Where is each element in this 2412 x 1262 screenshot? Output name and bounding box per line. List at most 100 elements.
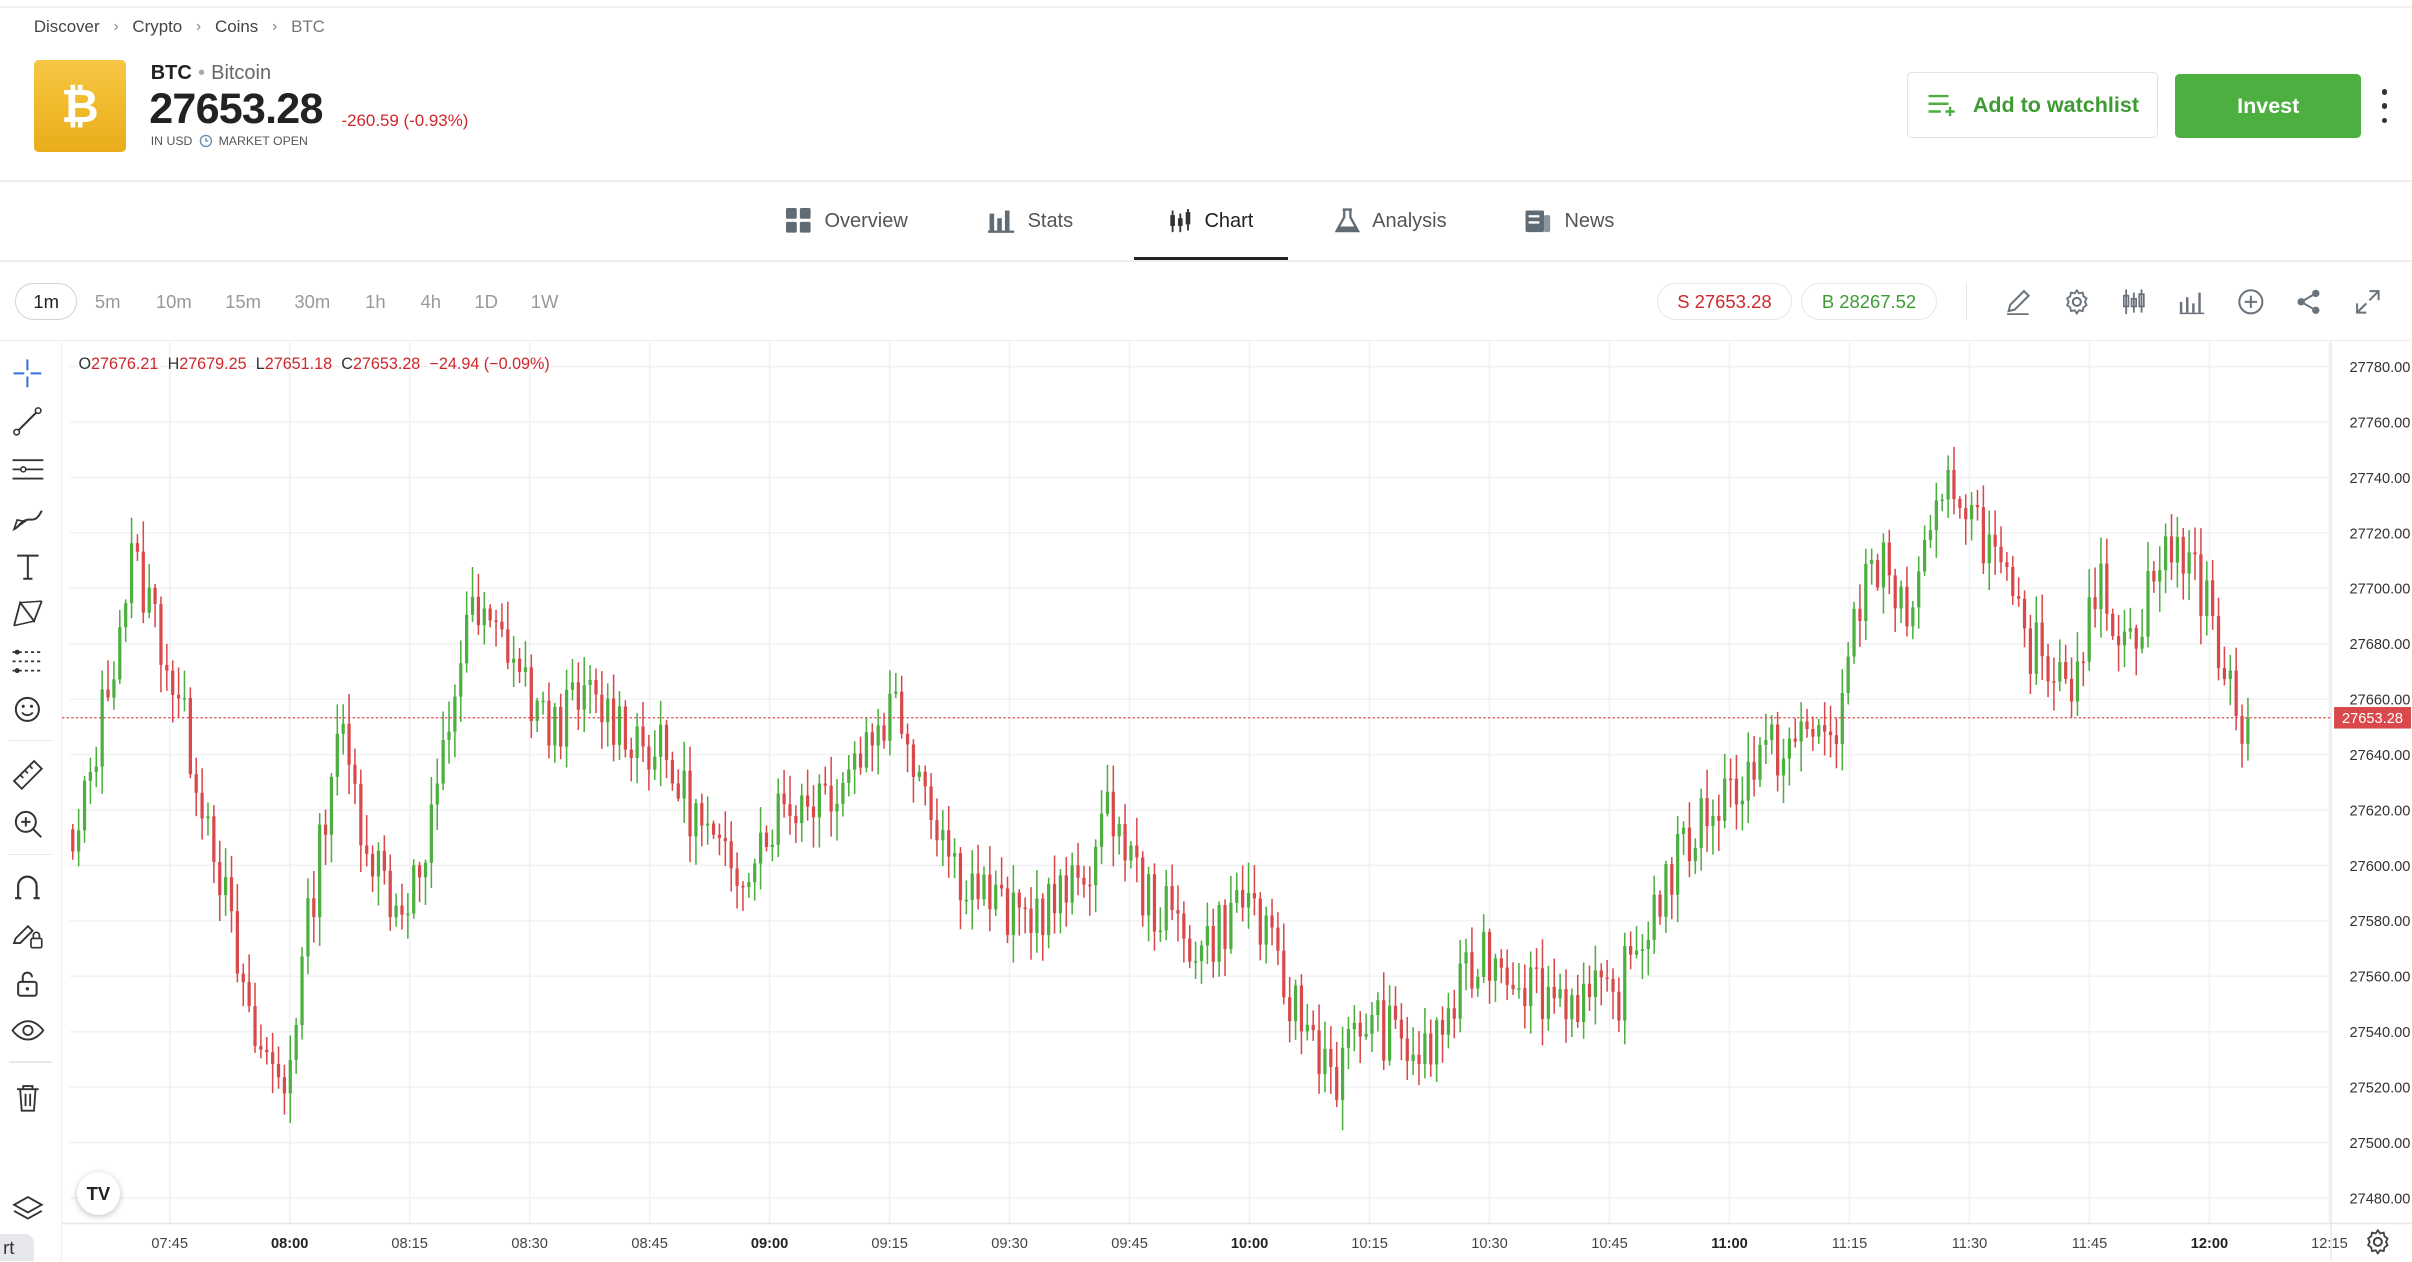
breadcrumb-discover[interactable]: Discover bbox=[33, 16, 100, 36]
horizontal-lines-icon[interactable] bbox=[9, 451, 46, 488]
tab-stats[interactable]: Stats bbox=[987, 183, 1073, 260]
candle bbox=[399, 905, 404, 915]
candle bbox=[1963, 507, 1967, 519]
current-price-tag bbox=[2333, 706, 2411, 729]
candle bbox=[2222, 667, 2226, 679]
smiley-icon[interactable] bbox=[9, 691, 46, 728]
timeframe-4h[interactable]: 4h bbox=[420, 290, 441, 312]
pattern-icon[interactable] bbox=[9, 595, 46, 632]
tab-news[interactable]: News bbox=[1524, 183, 1614, 260]
add-compare-icon[interactable] bbox=[2234, 285, 2268, 319]
candle bbox=[2075, 661, 2079, 701]
text-tool-icon[interactable] bbox=[9, 548, 46, 585]
candle bbox=[1240, 889, 1244, 907]
trend-line-icon[interactable] bbox=[9, 403, 46, 440]
timeframe-15m[interactable]: 15m bbox=[225, 290, 261, 312]
settings-gear-icon[interactable] bbox=[2060, 285, 2094, 319]
candle bbox=[640, 725, 645, 746]
timeframe-1d[interactable]: 1D bbox=[474, 290, 498, 312]
x-axis-tick-label: 11:45 bbox=[2071, 1236, 2106, 1252]
lock-icon[interactable] bbox=[9, 965, 46, 1002]
candle bbox=[1640, 948, 1644, 951]
share-icon[interactable] bbox=[2292, 285, 2326, 319]
x-axis-tick-label: 07:45 bbox=[151, 1236, 188, 1252]
x-axis-tick-label: 11:30 bbox=[1951, 1236, 1986, 1252]
eye-icon[interactable] bbox=[9, 1012, 46, 1049]
candle bbox=[1869, 559, 1873, 564]
indicators-icon[interactable] bbox=[2175, 285, 2209, 319]
bottom-left-tab[interactable]: rt bbox=[0, 1233, 34, 1262]
crosshair-icon[interactable] bbox=[9, 355, 46, 392]
pencil-icon[interactable] bbox=[2001, 285, 2035, 319]
candle bbox=[958, 852, 962, 900]
candle bbox=[2234, 670, 2238, 716]
layers-icon[interactable] bbox=[9, 1191, 46, 1228]
candle bbox=[540, 700, 545, 702]
fullscreen-icon[interactable] bbox=[2351, 285, 2385, 319]
x-axis-tick-label: 11:00 bbox=[1711, 1236, 1748, 1252]
price-chart[interactable]: 27780.00 27760.00 27740.00 27720.00 27700.00… bbox=[61, 341, 2412, 1262]
candle bbox=[1316, 1029, 1321, 1074]
zoom-in-icon[interactable] bbox=[9, 805, 46, 842]
magnet-icon[interactable] bbox=[9, 869, 46, 906]
candle bbox=[829, 785, 833, 812]
instrument-tabs: Overview Stats Chart Analysis News bbox=[0, 183, 2412, 260]
candle bbox=[429, 804, 433, 863]
candle bbox=[1857, 608, 1862, 621]
buy-price-pill[interactable]: B 28267.52 bbox=[1801, 283, 1937, 320]
market-meta: IN USD MARKET OPEN bbox=[151, 134, 308, 148]
candle bbox=[928, 785, 933, 820]
candle bbox=[1228, 902, 1233, 949]
candle bbox=[1816, 724, 1820, 737]
candle bbox=[2181, 536, 2185, 574]
draw-lock-icon[interactable] bbox=[9, 917, 46, 954]
more-options-icon[interactable] bbox=[2377, 89, 2392, 124]
invest-button[interactable]: Invest bbox=[2175, 73, 2362, 139]
candle bbox=[846, 768, 850, 783]
timeframe-1w[interactable]: 1W bbox=[530, 290, 559, 312]
timeframe-10m[interactable]: 10m bbox=[155, 290, 192, 312]
candle bbox=[699, 802, 703, 825]
add-to-watchlist-button[interactable]: Add to watchlist bbox=[1907, 72, 2159, 139]
tab-label: Chart bbox=[1204, 210, 1254, 232]
timeframe-1h[interactable]: 1h bbox=[365, 290, 386, 312]
candle bbox=[852, 752, 856, 769]
candle bbox=[182, 697, 186, 699]
candle bbox=[1258, 897, 1262, 945]
tradingview-logo[interactable]: TV bbox=[76, 1172, 120, 1216]
tab-analysis[interactable]: Analysis bbox=[1335, 183, 1447, 260]
ruler-icon[interactable] bbox=[9, 757, 46, 794]
candle bbox=[2063, 661, 2067, 679]
candle bbox=[670, 759, 674, 783]
candle bbox=[2122, 631, 2126, 645]
candle bbox=[1599, 969, 1603, 977]
candles-icon bbox=[1169, 209, 1190, 233]
timeframe-5m[interactable]: 5m bbox=[94, 290, 121, 312]
tab-overview[interactable]: Overview bbox=[786, 183, 908, 260]
candle bbox=[1128, 845, 1133, 860]
timeframe-30m[interactable]: 30m bbox=[294, 290, 331, 312]
chart-settings-gear-icon[interactable] bbox=[2364, 1228, 2392, 1256]
candle bbox=[1752, 761, 1756, 780]
candle bbox=[1828, 731, 1832, 735]
candle bbox=[511, 658, 515, 663]
grid-icon bbox=[786, 208, 811, 234]
candle bbox=[1710, 815, 1715, 826]
candle bbox=[946, 829, 950, 857]
candle bbox=[2028, 627, 2032, 674]
candle bbox=[2157, 569, 2161, 581]
candle bbox=[1405, 1038, 1409, 1061]
chart-type-candles-icon[interactable] bbox=[2117, 285, 2151, 319]
candle bbox=[258, 1045, 263, 1050]
timeframe-1m[interactable]: 1m bbox=[15, 283, 77, 320]
tab-chart[interactable]: Chart bbox=[1168, 183, 1254, 260]
brush-icon[interactable] bbox=[9, 500, 46, 537]
candle bbox=[1704, 797, 1709, 826]
prediction-icon[interactable] bbox=[9, 643, 46, 680]
bitcoin-symbol: ₿ bbox=[61, 80, 99, 133]
breadcrumb-crypto[interactable]: Crypto bbox=[132, 16, 183, 36]
sell-price-pill[interactable]: S 27653.28 bbox=[1656, 283, 1793, 320]
trash-icon[interactable] bbox=[9, 1080, 46, 1117]
candle bbox=[1998, 546, 2003, 562]
breadcrumb-coins[interactable]: Coins bbox=[215, 16, 259, 36]
